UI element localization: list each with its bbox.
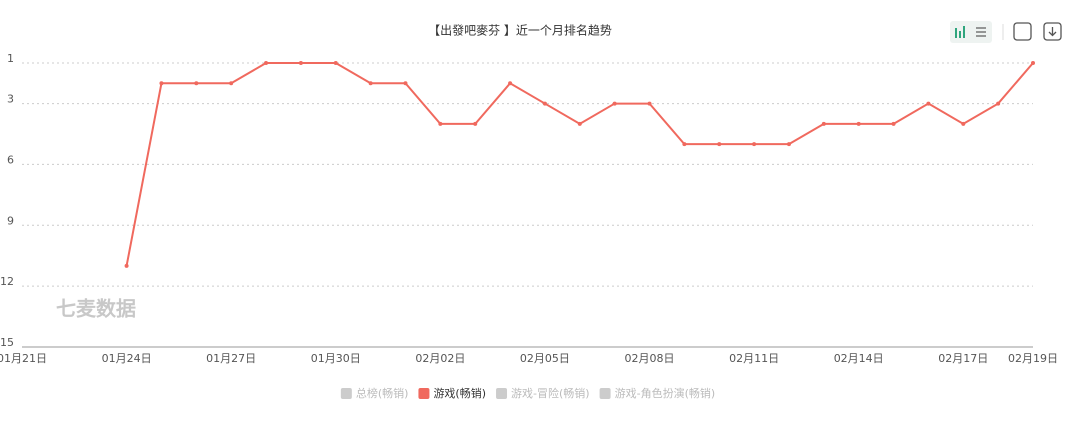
data-point [856,121,861,126]
data-point [298,61,303,65]
legend-item[interactable]: 游戏-冒险(畅销) [496,386,590,400]
x-tick-label: 01月24日 [102,352,152,365]
legend-swatch [418,388,430,399]
data-point [542,101,547,106]
data-point [752,142,757,147]
legend-item[interactable]: 游戏(畅销) [418,386,486,400]
x-tick-label: 02月11日 [729,352,779,365]
data-point [264,61,269,65]
y-tick-label: 3 [7,93,14,106]
x-tick-label: 02月08日 [625,352,675,365]
x-tick-label: 02月05日 [520,352,570,365]
legend-label: 游戏-冒险(畅销) [511,386,590,400]
x-tick-label: 02月14日 [834,352,884,365]
x-tick-label: 02月17日 [938,352,988,365]
legend-label: 总榜(畅销) [356,386,409,400]
data-point [229,81,234,86]
legend-swatch [599,388,611,399]
x-tick-label: 02月19日 [1008,352,1058,365]
y-tick-label: 1 [7,52,14,65]
data-point [996,101,1001,106]
data-point [159,81,164,86]
data-point [891,121,896,126]
data-point [612,101,617,106]
data-point [438,121,443,126]
data-point [717,142,722,147]
chart-title: 【出發吧麥芬 】近一个月排名趋势 [428,23,612,38]
list-icon [976,27,986,37]
x-tick-label: 01月21日 [0,352,47,365]
legend-label: 游戏(畅销) [433,386,486,400]
data-point [682,142,687,147]
y-tick-label: 6 [7,153,14,166]
toolbar [950,21,1062,43]
data-point [786,142,791,147]
x-tick-label: 02月02日 [415,352,465,365]
data-point [577,121,582,126]
download-icon[interactable] [1043,22,1062,41]
data-point [194,81,199,86]
data-point [821,121,826,126]
bar-icon [955,26,965,38]
data-point [1031,61,1035,65]
legend-swatch [496,388,508,399]
data-point [961,121,966,126]
legend-item[interactable]: 游戏-角色扮演(畅销) [599,386,716,400]
download-arrow [1048,27,1057,37]
legend-swatch [340,388,352,399]
y-tick-label: 15 [0,336,14,349]
data-point [473,121,478,126]
data-point [403,81,408,86]
y-tick-label: 9 [7,214,14,227]
image-icon[interactable] [1013,22,1032,41]
data-point [124,263,129,268]
legend-item[interactable]: 总榜(畅销) [340,386,409,400]
data-point [926,101,931,106]
legend-label: 游戏-角色扮演(畅销) [615,386,716,400]
data-point [368,81,373,86]
data-point [647,101,652,106]
y-tick-label: 12 [0,275,14,288]
x-tick-label: 01月27日 [206,352,256,365]
watermark: 七麦数据 [56,297,136,321]
data-point [333,61,338,65]
data-point [508,81,513,86]
x-tick-label: 01月30日 [311,352,361,365]
